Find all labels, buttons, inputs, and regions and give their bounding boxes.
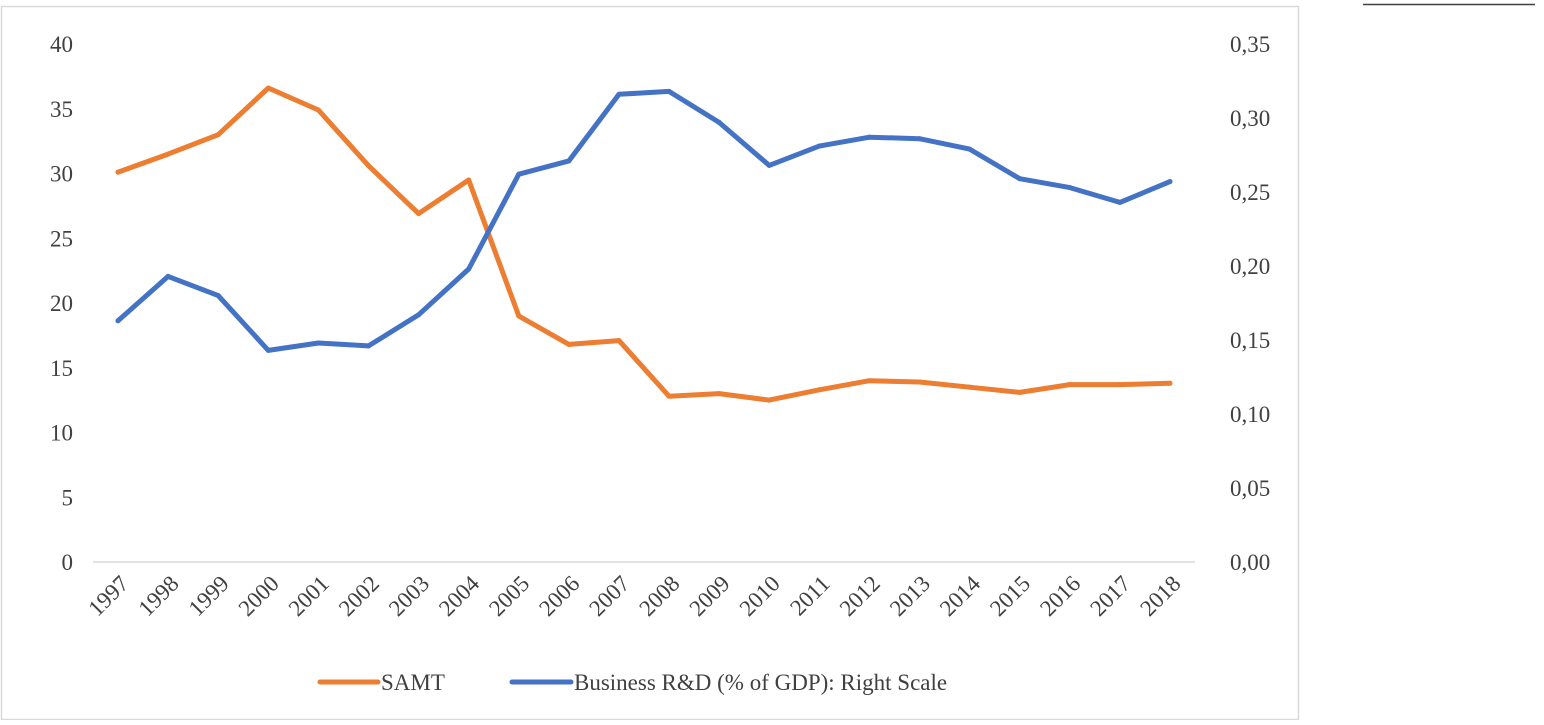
series-line-1 xyxy=(115,88,1173,353)
data-point xyxy=(416,312,422,318)
data-point xyxy=(816,387,822,393)
left-tick-label: 5 xyxy=(62,485,74,510)
left-tick-label: 0 xyxy=(62,550,74,575)
legend-label: SAMT xyxy=(381,670,445,695)
data-point xyxy=(416,211,422,217)
right-tick-label: 0,25 xyxy=(1230,180,1270,205)
right-tick-label: 0,05 xyxy=(1230,476,1270,501)
data-point xyxy=(215,293,221,299)
data-point xyxy=(666,88,672,94)
data-point xyxy=(466,177,472,183)
left-tick-label: 15 xyxy=(50,356,73,381)
data-point xyxy=(917,379,922,385)
left-tick-label: 10 xyxy=(50,421,73,446)
legend-label: Business R&D (% of GDP): Right Scale xyxy=(574,670,947,695)
data-point xyxy=(1167,380,1173,386)
series-lines xyxy=(115,85,1173,403)
data-point xyxy=(315,340,321,346)
series-line-0 xyxy=(115,85,1173,403)
data-point xyxy=(766,162,772,168)
data-point xyxy=(366,163,371,169)
data-point xyxy=(1017,389,1023,395)
data-point xyxy=(1117,199,1123,205)
data-point xyxy=(165,151,171,157)
data-point xyxy=(265,347,271,353)
data-point xyxy=(616,91,622,97)
data-point xyxy=(165,273,171,279)
left-tick-label: 20 xyxy=(50,291,73,316)
left-tick-label: 30 xyxy=(50,162,73,187)
data-point xyxy=(516,313,522,319)
left-axis: 0 5 10 15 20 25 30 35 40 xyxy=(50,32,73,575)
right-tick-label: 0,35 xyxy=(1230,32,1270,57)
left-tick-label: 25 xyxy=(50,226,73,251)
data-point xyxy=(967,146,973,152)
legend: SAMT Business R&D (% of GDP): Right Scale xyxy=(317,670,947,695)
data-point xyxy=(315,107,321,113)
data-point xyxy=(516,171,522,177)
data-point xyxy=(1167,179,1173,185)
data-point xyxy=(716,391,722,397)
data-point xyxy=(366,343,371,349)
data-point xyxy=(1117,382,1123,388)
right-tick-label: 0,00 xyxy=(1230,550,1270,575)
left-tick-label: 35 xyxy=(50,97,73,122)
data-point xyxy=(616,338,622,344)
right-tick-label: 0,20 xyxy=(1230,254,1270,279)
data-point xyxy=(115,169,121,175)
data-point xyxy=(716,119,722,125)
data-point xyxy=(866,378,872,384)
right-tick-label: 0,30 xyxy=(1230,106,1270,131)
data-point xyxy=(566,341,572,347)
right-axis: 0,00 0,05 0,10 0,15 0,20 0,25 0,30 0,35 xyxy=(1230,32,1270,575)
data-point xyxy=(566,158,572,164)
right-tick-label: 0,15 xyxy=(1230,328,1270,353)
data-point xyxy=(1067,382,1073,388)
data-point xyxy=(766,397,772,403)
right-tick-label: 0,10 xyxy=(1230,402,1270,427)
data-point xyxy=(816,143,822,149)
data-point xyxy=(866,134,872,140)
data-point xyxy=(1017,176,1023,182)
chart-border xyxy=(0,5,1300,721)
data-point xyxy=(466,266,472,272)
data-point xyxy=(115,318,121,324)
data-point xyxy=(215,132,221,138)
left-tick-label: 40 xyxy=(50,32,73,57)
data-point xyxy=(666,393,672,399)
data-point xyxy=(265,85,271,91)
data-point xyxy=(917,136,922,142)
data-point xyxy=(967,384,973,390)
data-point xyxy=(1067,185,1073,191)
